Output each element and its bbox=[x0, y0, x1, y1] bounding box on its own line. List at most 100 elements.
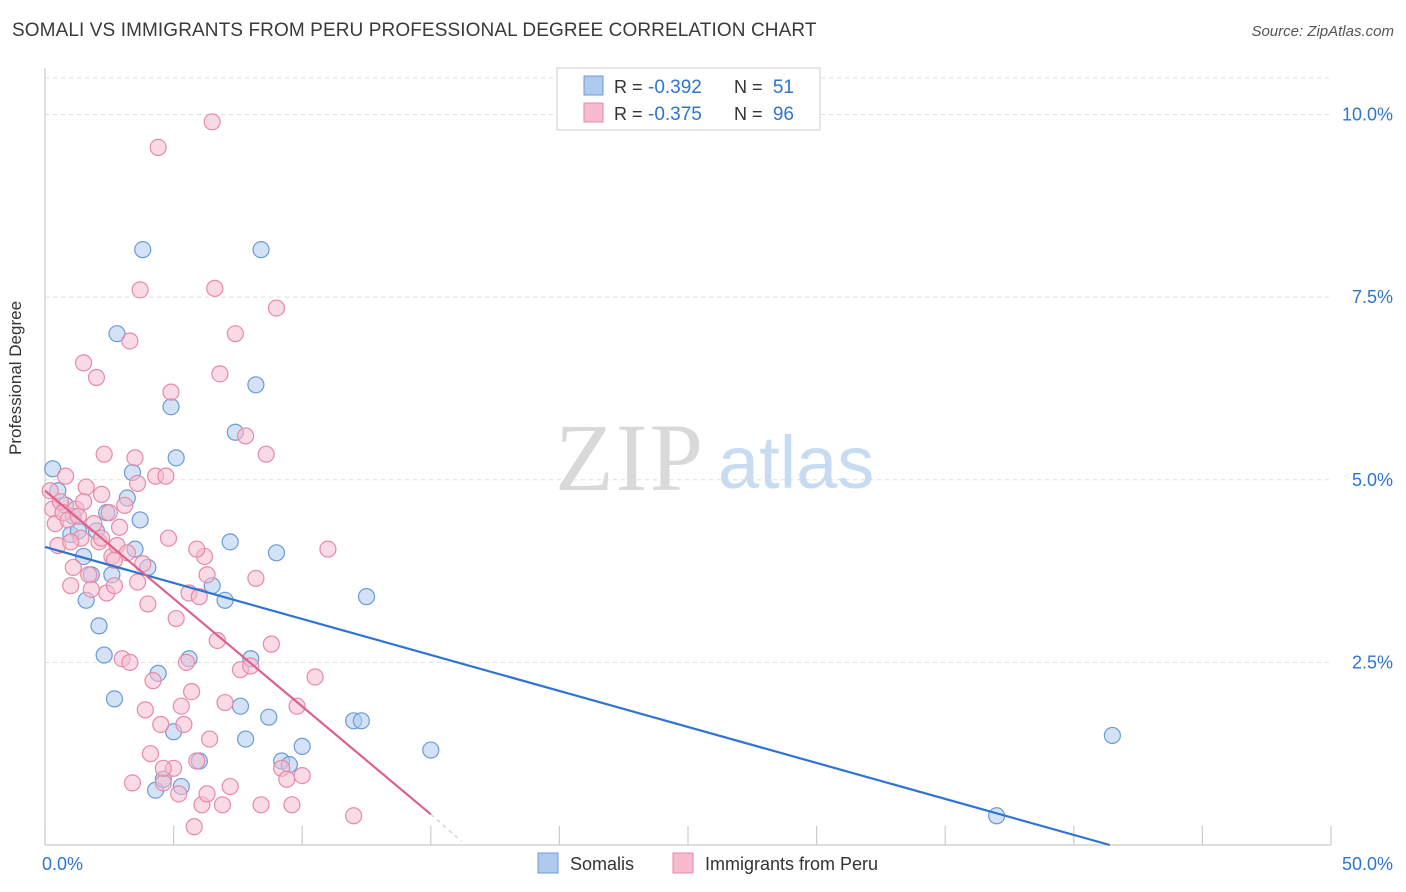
peru-point bbox=[252, 796, 270, 814]
chart-title: SOMALI VS IMMIGRANTS FROM PERU PROFESSIO… bbox=[12, 20, 817, 41]
peru-point bbox=[105, 551, 124, 569]
peru-point bbox=[185, 818, 203, 836]
legend-box: R = -0.392 N = 51 R = -0.375 N = 96 bbox=[556, 67, 821, 131]
peru-point bbox=[154, 759, 172, 777]
peru-point bbox=[267, 299, 286, 317]
peru-point bbox=[319, 540, 337, 558]
legend-r-label: R = bbox=[614, 77, 643, 97]
peru-point bbox=[82, 580, 100, 598]
peru-point bbox=[206, 279, 224, 297]
peru-point bbox=[123, 774, 142, 792]
legend-n-label: N = bbox=[734, 104, 763, 124]
peru-point bbox=[175, 715, 193, 734]
peru-point bbox=[62, 577, 80, 595]
peru-point bbox=[257, 445, 275, 463]
y-tick-label: 7.5% bbox=[1352, 287, 1393, 307]
somalis-point bbox=[167, 449, 185, 467]
peru-trend-line bbox=[44, 489, 432, 816]
bottom-legend-label: Somalis bbox=[570, 854, 634, 874]
somalis-point bbox=[237, 730, 255, 748]
peru-point bbox=[62, 533, 80, 551]
data-points bbox=[41, 113, 1121, 836]
peru-point bbox=[128, 573, 147, 591]
somalis-point bbox=[260, 708, 278, 726]
peru-point bbox=[213, 796, 232, 814]
peru-point bbox=[177, 653, 196, 671]
watermark: ZIP atlas bbox=[555, 404, 874, 511]
somalis-point bbox=[134, 241, 152, 259]
peru-point bbox=[121, 653, 139, 671]
peru-point bbox=[116, 496, 134, 514]
peru-point bbox=[293, 767, 311, 785]
peru-point bbox=[139, 595, 157, 613]
bottom-legend-swatch bbox=[672, 852, 694, 874]
peru-point bbox=[190, 588, 208, 606]
peru-point bbox=[288, 697, 306, 715]
somalis-point bbox=[293, 737, 311, 755]
peru-point bbox=[198, 785, 216, 803]
peru-point bbox=[188, 752, 206, 770]
peru-point bbox=[162, 383, 180, 401]
y-tick-label: 10.0% bbox=[1342, 105, 1393, 125]
somalis-trend-line bbox=[44, 545, 1111, 847]
somalis-point bbox=[44, 460, 62, 478]
watermark-zip: ZIP bbox=[555, 404, 705, 511]
peru-point bbox=[278, 770, 296, 788]
legend-r-label: R = bbox=[614, 104, 643, 124]
peru-point bbox=[74, 493, 93, 511]
peru-point bbox=[188, 540, 206, 558]
peru-point bbox=[172, 697, 190, 715]
peru-point bbox=[149, 138, 167, 156]
legend-n-value: 51 bbox=[773, 77, 794, 98]
peru-point bbox=[345, 807, 363, 825]
peru-point bbox=[74, 354, 93, 372]
peru-point bbox=[121, 332, 139, 350]
peru-point bbox=[203, 113, 221, 131]
somalis-point bbox=[1103, 726, 1121, 745]
peru-point bbox=[41, 482, 59, 500]
peru-point bbox=[262, 635, 280, 653]
somalis-point bbox=[231, 697, 250, 715]
peru-point bbox=[110, 518, 129, 536]
peru-point bbox=[105, 577, 124, 595]
peru-point bbox=[198, 566, 216, 584]
peru-point bbox=[87, 368, 106, 387]
somalis-point bbox=[108, 325, 126, 343]
bottom-legend: Somalis Immigrants from Peru bbox=[537, 852, 878, 874]
somalis-point bbox=[90, 617, 108, 635]
peru-point bbox=[242, 657, 260, 675]
somalis-point bbox=[131, 511, 149, 529]
somalis-point bbox=[352, 712, 370, 730]
bottom-legend-swatch bbox=[537, 852, 559, 874]
peru-point bbox=[283, 796, 301, 814]
peru-point bbox=[208, 631, 226, 650]
somalis-point bbox=[252, 241, 270, 259]
peru-point bbox=[170, 785, 188, 803]
source-credit: Source: ZipAtlas.com bbox=[1251, 23, 1394, 40]
peru-point bbox=[167, 609, 185, 628]
x-tick-label: 50.0% bbox=[1342, 854, 1393, 874]
somalis-point bbox=[422, 741, 440, 759]
trend-lines bbox=[44, 489, 1111, 847]
peru-point bbox=[159, 529, 178, 547]
somalis-point bbox=[95, 646, 113, 664]
peru-point bbox=[85, 514, 103, 533]
somalis-point bbox=[357, 588, 376, 606]
peru-point bbox=[183, 682, 201, 701]
axes bbox=[44, 68, 1332, 846]
peru-point bbox=[157, 467, 175, 485]
peru-point bbox=[95, 445, 113, 463]
legend-swatch bbox=[583, 75, 604, 96]
peru-point bbox=[141, 745, 160, 763]
somalis-point bbox=[247, 376, 265, 394]
y-tick-label: 2.5% bbox=[1352, 652, 1393, 672]
legend-r-value: -0.392 bbox=[648, 77, 702, 98]
peru-point bbox=[100, 504, 118, 522]
peru-point bbox=[69, 507, 88, 525]
peru-point bbox=[247, 569, 265, 587]
tick-labels: 2.5% 5.0% 7.5% 10.0% 0.0% 50.0% bbox=[42, 105, 1393, 874]
gridlines bbox=[45, 77, 1331, 663]
peru-trend-extension bbox=[430, 813, 463, 842]
peru-point bbox=[126, 449, 144, 467]
